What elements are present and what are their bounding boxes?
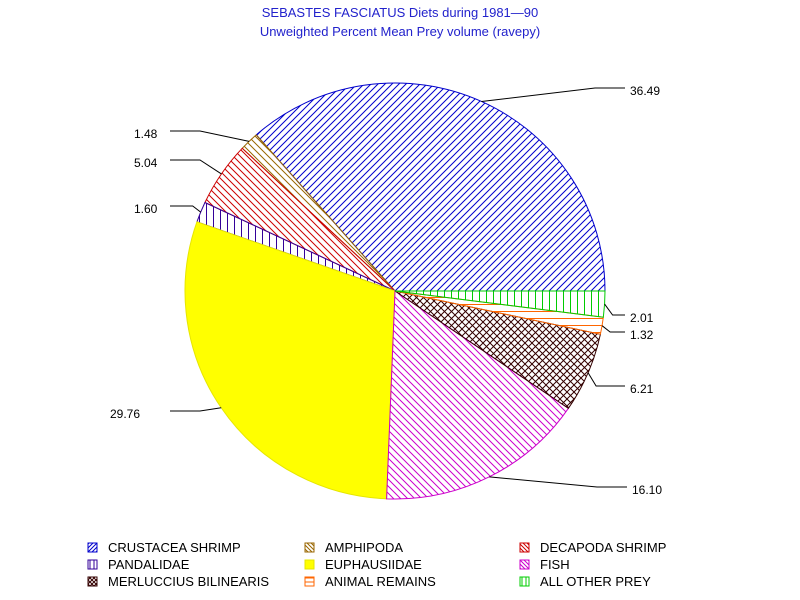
legend-swatch-decapoda-shrimp: [519, 542, 530, 553]
legend-label-all-other-prey: ALL OTHER PREY: [540, 574, 651, 589]
leader-line-animal-remains: [601, 325, 625, 333]
legend-label-crustacea-shrimp: CRUSTACEA SHRIMP: [108, 540, 241, 555]
legend-item-merluccius-bilinearis: MERLUCCIUS BILINEARIS: [87, 574, 269, 589]
legend-label-pandalidae: PANDALIDAE: [108, 557, 190, 572]
slice-labels: 36.49 1.48 5.04 1.60 29.76 16.10 6.21 1.32 2.01: [110, 84, 662, 497]
legend-label-animal-remains: ANIMAL REMAINS: [325, 574, 436, 589]
chart-subtitle: Unweighted Percent Mean Prey volume (rav…: [260, 24, 540, 39]
legend: CRUSTACEA SHRIMP AMPHIPODA DECAPODA SHRIMP…: [87, 540, 666, 589]
legend-label-amphipoda: AMPHIPODA: [325, 540, 403, 555]
legend-swatch-euphausiidae: [304, 559, 315, 570]
slice-value-label-amphipoda: 1.48: [134, 127, 158, 141]
slice-value-label-animal-remains: 1.32: [630, 328, 654, 342]
leader-line-all-other-prey: [604, 303, 625, 316]
legend-item-animal-remains: ANIMAL REMAINS: [304, 574, 436, 589]
legend-label-euphausiidae: EUPHAUSIIDAE: [325, 557, 422, 572]
legend-item-crustacea-shrimp: CRUSTACEA SHRIMP: [87, 540, 241, 555]
legend-swatch-pandalidae: [87, 559, 98, 570]
legend-label-merluccius-bilinearis: MERLUCCIUS BILINEARIS: [108, 574, 269, 589]
leader-line-euphausiidae: [170, 407, 222, 412]
slice-value-label-merluccius-bilinearis: 6.21: [630, 382, 654, 396]
legend-item-euphausiidae: EUPHAUSIIDAE: [304, 557, 422, 572]
leader-line-decapoda-shrimp: [170, 159, 222, 175]
slice-value-label-all-other-prey: 2.01: [630, 311, 654, 325]
leader-line-merluccius-bilinearis: [587, 372, 625, 387]
legend-label-decapoda-shrimp: DECAPODA SHRIMP: [540, 540, 666, 555]
slice-value-label-crustacea-shrimp: 36.49: [630, 84, 660, 98]
legend-swatch-merluccius-bilinearis: [87, 576, 98, 587]
legend-item-pandalidae: PANDALIDAE: [87, 557, 190, 572]
legend-swatch-animal-remains: [304, 576, 315, 587]
legend-item-all-other-prey: ALL OTHER PREY: [519, 574, 651, 589]
legend-item-fish: FISH: [519, 557, 570, 572]
pie-slice-fish: [386, 290, 570, 500]
slice-value-label-euphausiidae: 29.76: [110, 407, 140, 421]
legend-swatch-amphipoda: [304, 542, 315, 553]
legend-label-fish: FISH: [540, 557, 570, 572]
leader-line-fish: [489, 476, 627, 488]
legend-swatch-fish: [519, 559, 530, 570]
legend-item-decapoda-shrimp: DECAPODA SHRIMP: [519, 540, 666, 555]
leader-line-crustacea-shrimp: [481, 87, 625, 102]
leader-line-amphipoda: [170, 130, 250, 142]
slice-value-label-pandalidae: 1.60: [134, 202, 158, 216]
slice-value-label-decapoda-shrimp: 5.04: [134, 156, 158, 170]
legend-swatch-all-other-prey: [519, 576, 530, 587]
pie-slices: [184, 82, 606, 500]
legend-item-amphipoda: AMPHIPODA: [304, 540, 403, 555]
chart-title: SEBASTES FASCIATUS Diets during 1981—90: [262, 5, 539, 20]
legend-swatch-crustacea-shrimp: [87, 542, 98, 553]
slice-value-label-fish: 16.10: [632, 483, 662, 497]
pie-slice-euphausiidae: [184, 221, 396, 500]
leader-line-pandalidae: [170, 205, 202, 213]
